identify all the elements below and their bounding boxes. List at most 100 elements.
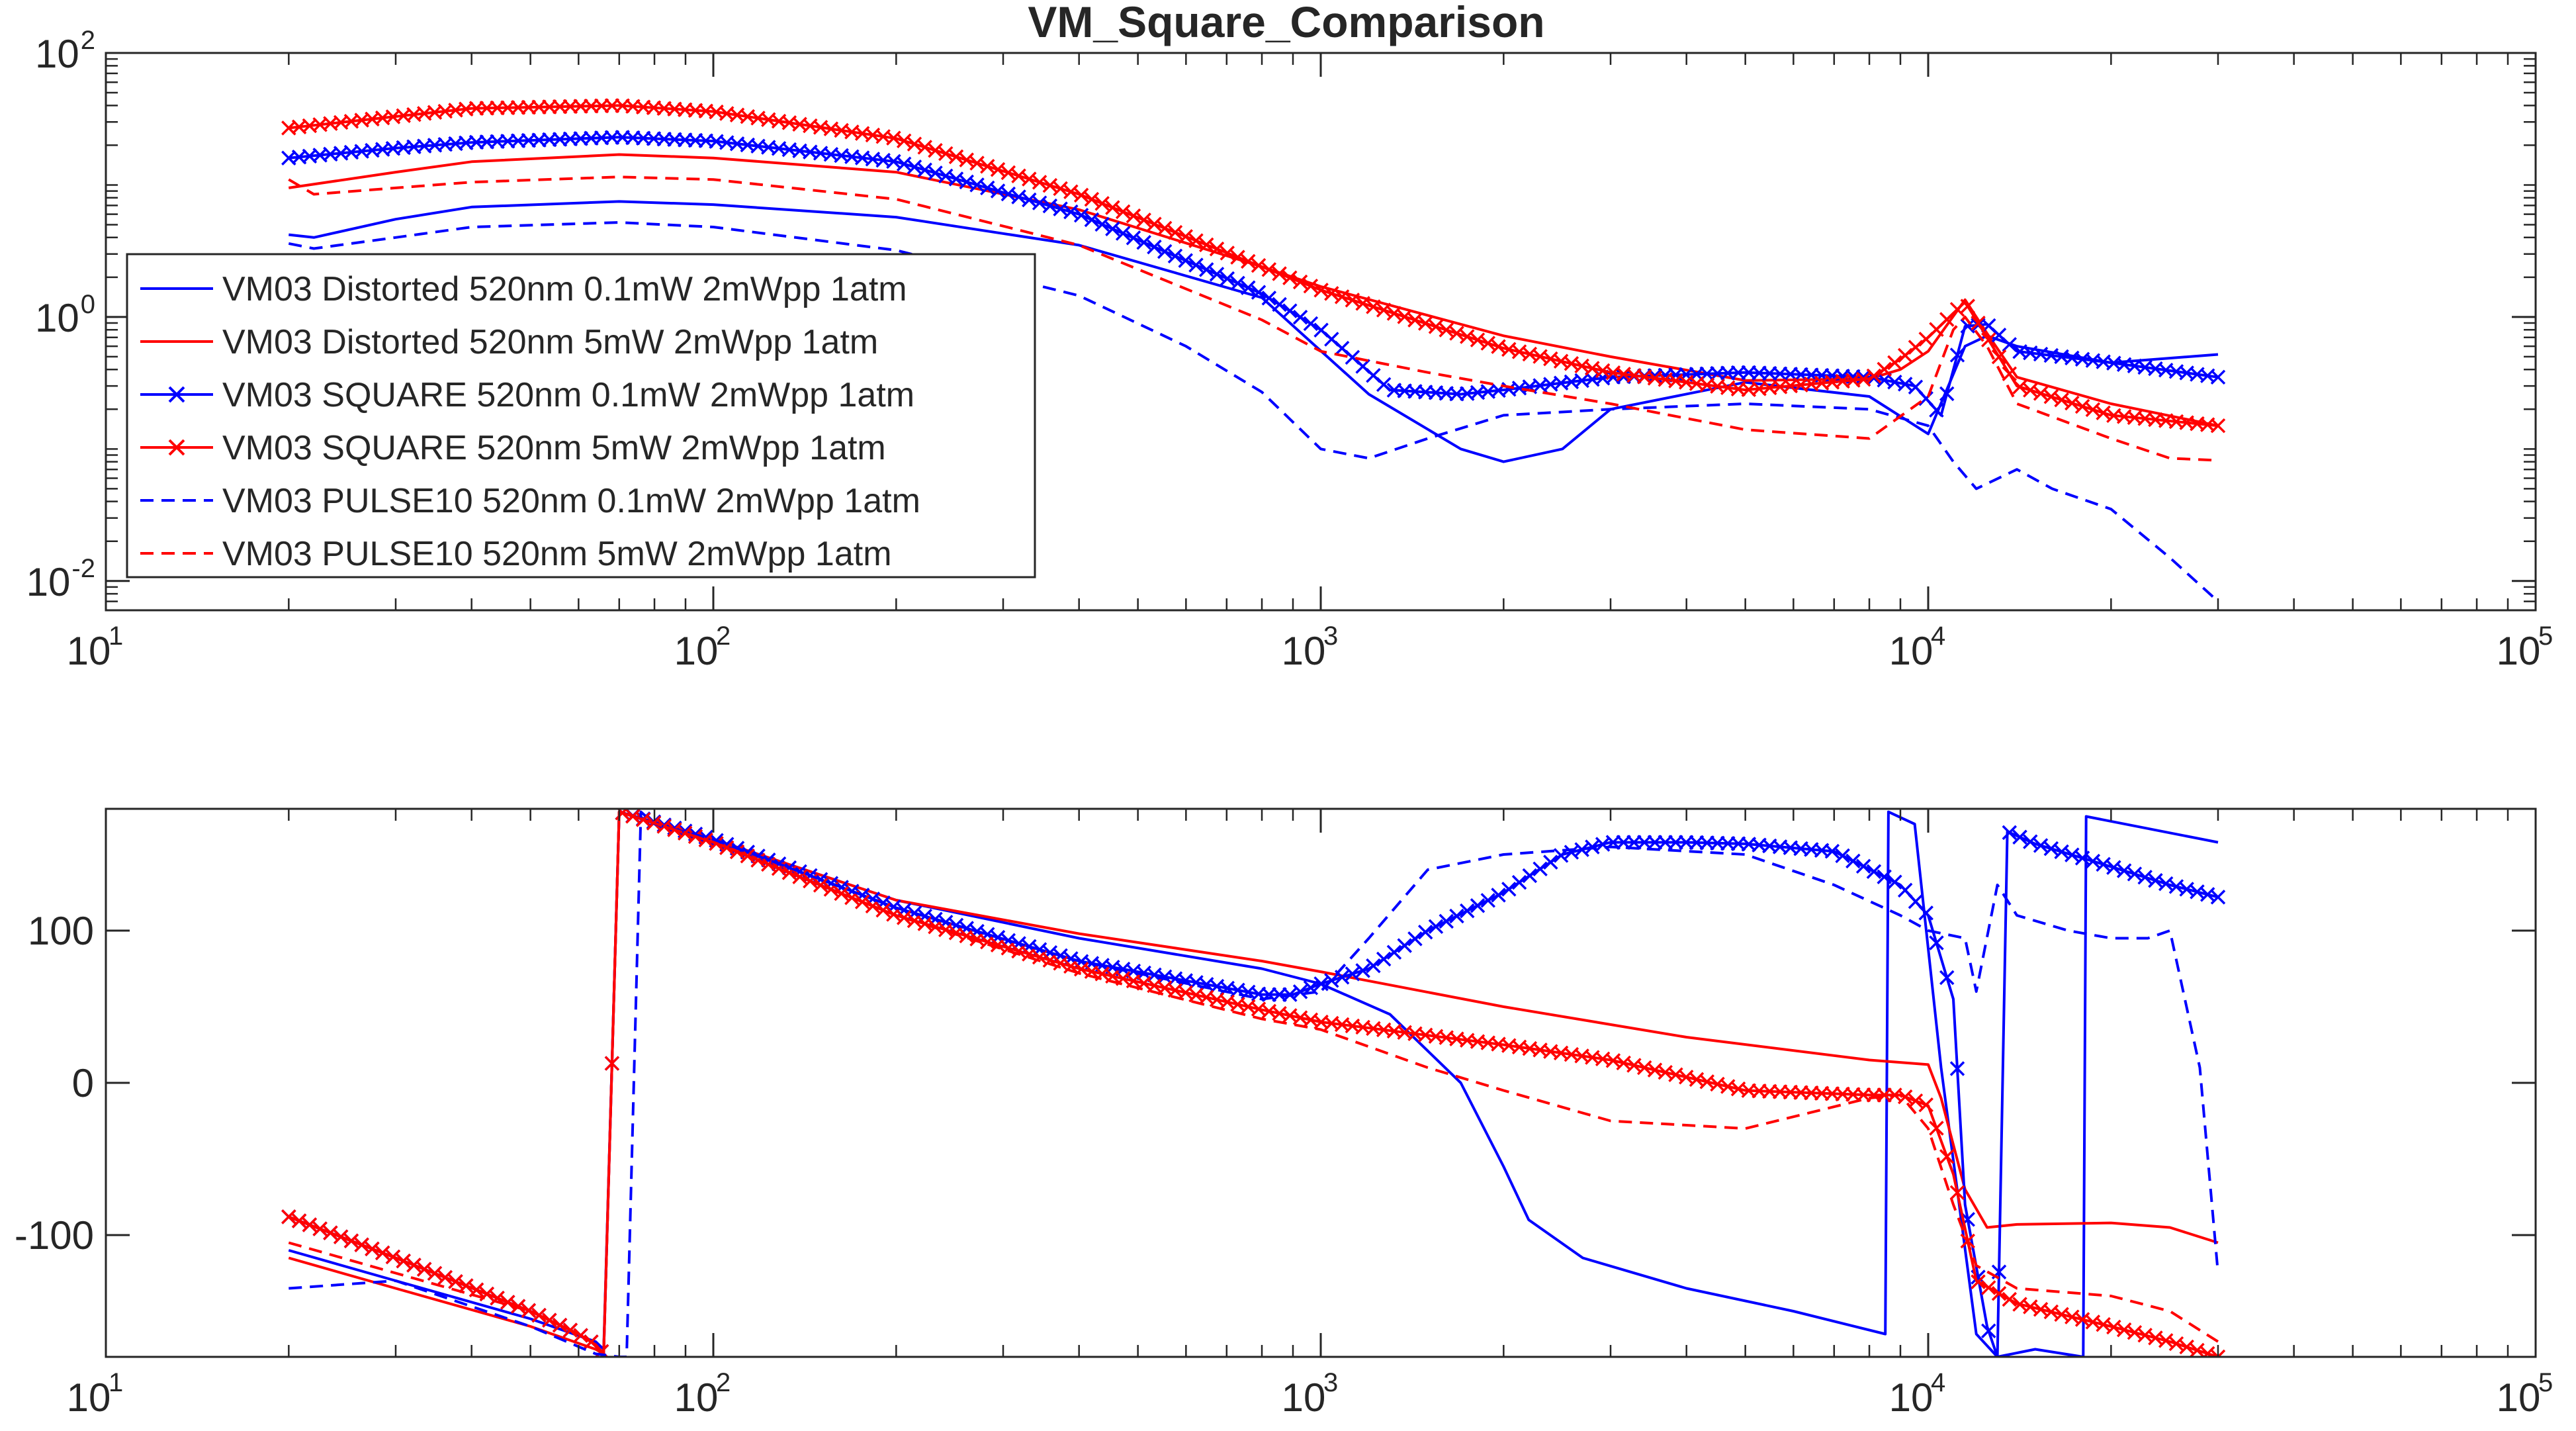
legend-label: VM03 SQUARE 520nm 0.1mW 2mWpp 1atm bbox=[222, 376, 914, 414]
magnitude-series-marker bbox=[1042, 177, 1058, 193]
magnitude-series-marker bbox=[1866, 368, 1882, 384]
phase-series-marker bbox=[1908, 1093, 1924, 1109]
phase-series-marker bbox=[510, 1299, 526, 1314]
phase-series-marker bbox=[1949, 1061, 1965, 1076]
phase-series-marker bbox=[1386, 945, 1402, 960]
magnitude-series-marker bbox=[2043, 389, 2059, 404]
magnitude-series-marker bbox=[928, 143, 943, 158]
legend-marker bbox=[168, 386, 185, 403]
phase-series-marker bbox=[1918, 905, 1933, 921]
phase-series-marker bbox=[1397, 938, 1412, 953]
phase-xtick-label: 10 bbox=[67, 1375, 111, 1420]
magnitude-axes: VM_Square_Comparison 101 102 103 104 105-210… bbox=[26, 0, 2554, 673]
magnitude-series-marker bbox=[1094, 216, 1110, 232]
magnitude-series-marker bbox=[948, 149, 964, 165]
magnitude-series-marker bbox=[1032, 195, 1047, 210]
phase-series-marker bbox=[2002, 825, 2018, 841]
magnitude-series-marker bbox=[1292, 274, 1308, 290]
magnitude-series-line bbox=[288, 175, 2219, 462]
magnitude-series-marker bbox=[1167, 224, 1183, 240]
phase-series-marker bbox=[1032, 949, 1047, 965]
magnitude-series-marker bbox=[1105, 200, 1120, 215]
magnitude-series-marker bbox=[1209, 241, 1225, 257]
magnitude-series-marker bbox=[1855, 371, 1871, 387]
magnitude-xtick-exponent: 2 bbox=[716, 622, 731, 651]
magnitude-series-marker bbox=[1053, 181, 1068, 197]
magnitude-xtick-exponent: 5 bbox=[2538, 622, 2553, 651]
magnitude-series-marker bbox=[1376, 302, 1392, 318]
phase-series-marker bbox=[1939, 1149, 1955, 1164]
legend-entry: VM03 SQUARE 520nm 0.1mW 2mWpp 1atm bbox=[140, 376, 914, 414]
magnitude-series-marker bbox=[1877, 361, 1892, 377]
phase-series-marker bbox=[1522, 868, 1538, 884]
phase-series-marker bbox=[1313, 976, 1329, 992]
magnitude-series-marker bbox=[1136, 212, 1151, 228]
magnitude-series-marker bbox=[1428, 319, 1444, 334]
phase-series-marker bbox=[990, 937, 1006, 953]
magnitude-series-marker bbox=[1147, 216, 1162, 232]
magnitude-series-marker bbox=[2210, 369, 2226, 385]
phase-series-marker bbox=[2043, 841, 2059, 856]
magnitude-series-marker bbox=[2210, 418, 2226, 434]
magnitude-ytick-label: 10 bbox=[35, 296, 79, 340]
phase-series-marker bbox=[677, 825, 693, 841]
phase-series-marker bbox=[2002, 1291, 2018, 1307]
magnitude-series-marker bbox=[1334, 289, 1350, 304]
phase-xtick-exponent: 5 bbox=[2538, 1368, 2553, 1397]
phase-series-marker bbox=[1491, 888, 1506, 903]
magnitude-series-marker bbox=[1230, 275, 1245, 291]
magnitude-series-marker bbox=[1032, 175, 1047, 190]
phase-series-marker bbox=[875, 902, 891, 918]
magnitude-series-marker bbox=[2033, 386, 2049, 401]
magnitude-series-marker bbox=[1115, 226, 1131, 241]
phase-series-line bbox=[288, 810, 2219, 1356]
magnitude-series-marker bbox=[980, 159, 995, 174]
magnitude-series-marker bbox=[1167, 248, 1183, 264]
phase-series-2 bbox=[288, 810, 2219, 1356]
magnitude-series-marker bbox=[1449, 326, 1464, 341]
phase-series-marker bbox=[500, 1295, 515, 1310]
magnitude-series-marker bbox=[1136, 235, 1151, 250]
magnitude-series-marker bbox=[1115, 204, 1131, 220]
magnitude-series-marker bbox=[1126, 230, 1141, 246]
magnitude-series-group bbox=[281, 98, 2226, 603]
phase-series-marker bbox=[375, 1245, 390, 1261]
magnitude-series-marker bbox=[1220, 271, 1235, 287]
magnitude-series-line bbox=[289, 104, 2219, 428]
legend-entry: VM03 PULSE10 520nm 0.1mW 2mWpp 1atm bbox=[140, 482, 920, 520]
phase-series-marker bbox=[969, 931, 985, 946]
magnitude-series-marker bbox=[1084, 212, 1100, 228]
phase-series-marker bbox=[854, 894, 870, 909]
magnitude-series-4 bbox=[281, 98, 2226, 434]
magnitude-series-marker bbox=[907, 160, 922, 175]
phase-series-marker bbox=[2012, 829, 2027, 845]
magnitude-series-marker bbox=[1897, 377, 1913, 392]
phase-series-marker bbox=[948, 925, 964, 941]
magnitude-series-marker bbox=[1053, 201, 1068, 216]
magnitude-series-marker bbox=[1199, 237, 1214, 253]
magnitude-series-marker bbox=[1042, 198, 1058, 214]
magnitude-series-marker bbox=[1011, 189, 1026, 205]
magnitude-series-marker bbox=[1908, 340, 1924, 355]
legend-label: VM03 Distorted 520nm 0.1mW 2mWpp 1atm bbox=[222, 270, 907, 308]
magnitude-series-marker bbox=[969, 177, 985, 193]
phase-series-marker bbox=[938, 922, 954, 938]
phase-series-marker bbox=[604, 1056, 620, 1071]
phase-series-marker bbox=[1981, 1280, 1996, 1295]
magnitude-series-marker bbox=[1491, 339, 1506, 354]
magnitude-series-marker bbox=[959, 152, 974, 167]
phase-series-marker bbox=[365, 1241, 380, 1257]
phase-series-6 bbox=[288, 810, 2219, 1356]
magnitude-xtick-label: 10 bbox=[674, 629, 719, 673]
phase-series-marker bbox=[2023, 834, 2038, 849]
phase-series-marker bbox=[1929, 1121, 1944, 1136]
magnitude-series-line bbox=[289, 200, 2219, 463]
phase-xtick-exponent: 2 bbox=[716, 1368, 731, 1397]
magnitude-series-marker bbox=[2023, 383, 2038, 398]
phase-series-marker bbox=[1971, 1274, 1986, 1289]
phase-series-marker bbox=[1407, 931, 1423, 946]
phase-series-marker bbox=[2033, 838, 2049, 853]
phase-series-marker bbox=[1439, 913, 1454, 929]
phase-series-marker bbox=[1855, 858, 1871, 874]
phase-series-marker bbox=[2210, 890, 2226, 905]
